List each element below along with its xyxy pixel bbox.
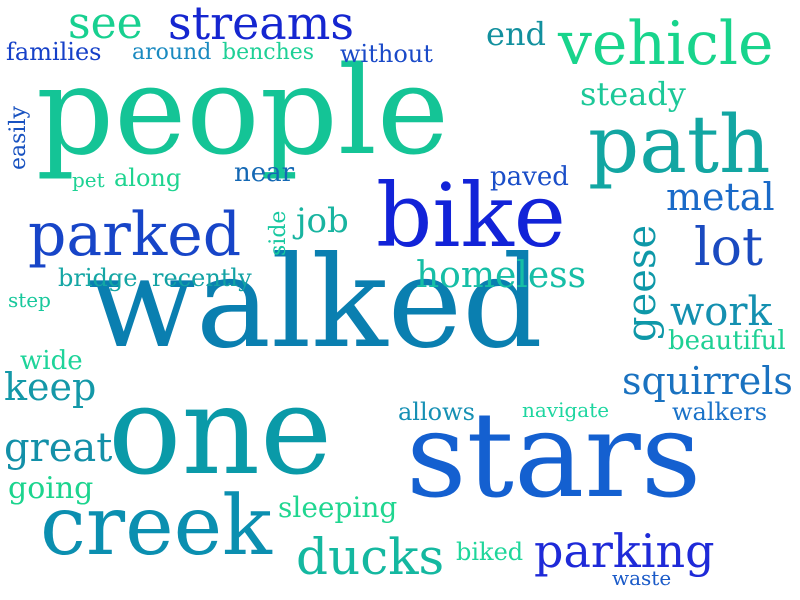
word-bike: bike [376,164,566,267]
word-keep: keep [4,365,97,409]
word-work: work [670,289,772,335]
word-going: going [8,471,94,506]
word-families: families [6,38,102,66]
word-parking: parking [534,524,715,578]
word-walkers: walkers [672,398,768,426]
word-people: people [36,40,450,182]
word-one: one [108,360,333,502]
word-end: end [486,15,547,53]
word-around: around [132,40,212,65]
word-without: without [340,40,433,68]
word-walked: walked [88,229,543,376]
word-wide: wide [20,346,83,376]
word-vehicle: vehicle [558,9,774,79]
word-ducks: ducks [296,528,445,586]
word-easily: easily [6,106,31,170]
word-near: near [234,158,295,188]
word-see: see [68,0,143,49]
word-great: great [4,425,113,471]
word-allows: allows [398,398,475,426]
word-side: side [266,210,291,256]
word-job: job [296,201,349,241]
word-geese: geese [619,224,665,342]
word-paved: paved [490,162,569,192]
word-lot: lot [694,218,763,278]
word-beautiful: beautiful [668,326,786,356]
word-sleeping: sleeping [278,491,398,524]
word-metal: metal [666,175,775,219]
word-path: path [588,98,771,191]
word-streams: streams [168,0,354,50]
word-benches: benches [222,40,315,65]
word-creek: creek [40,479,272,574]
word-navigate: navigate [522,398,610,422]
word-squirrels: squirrels [622,359,793,403]
word-pet: pet [72,168,105,192]
word-bridge: bridge [58,264,138,292]
word-homeless: homeless [416,255,587,296]
word-step: step [8,288,51,312]
word-stars: stars [406,386,702,524]
word-recently: recently [152,264,252,292]
word-steady: steady [580,75,686,113]
word-waste: waste [612,566,672,590]
word-parked: parked [28,200,242,270]
word-along: along [114,164,182,192]
word-biked: biked [456,538,524,566]
